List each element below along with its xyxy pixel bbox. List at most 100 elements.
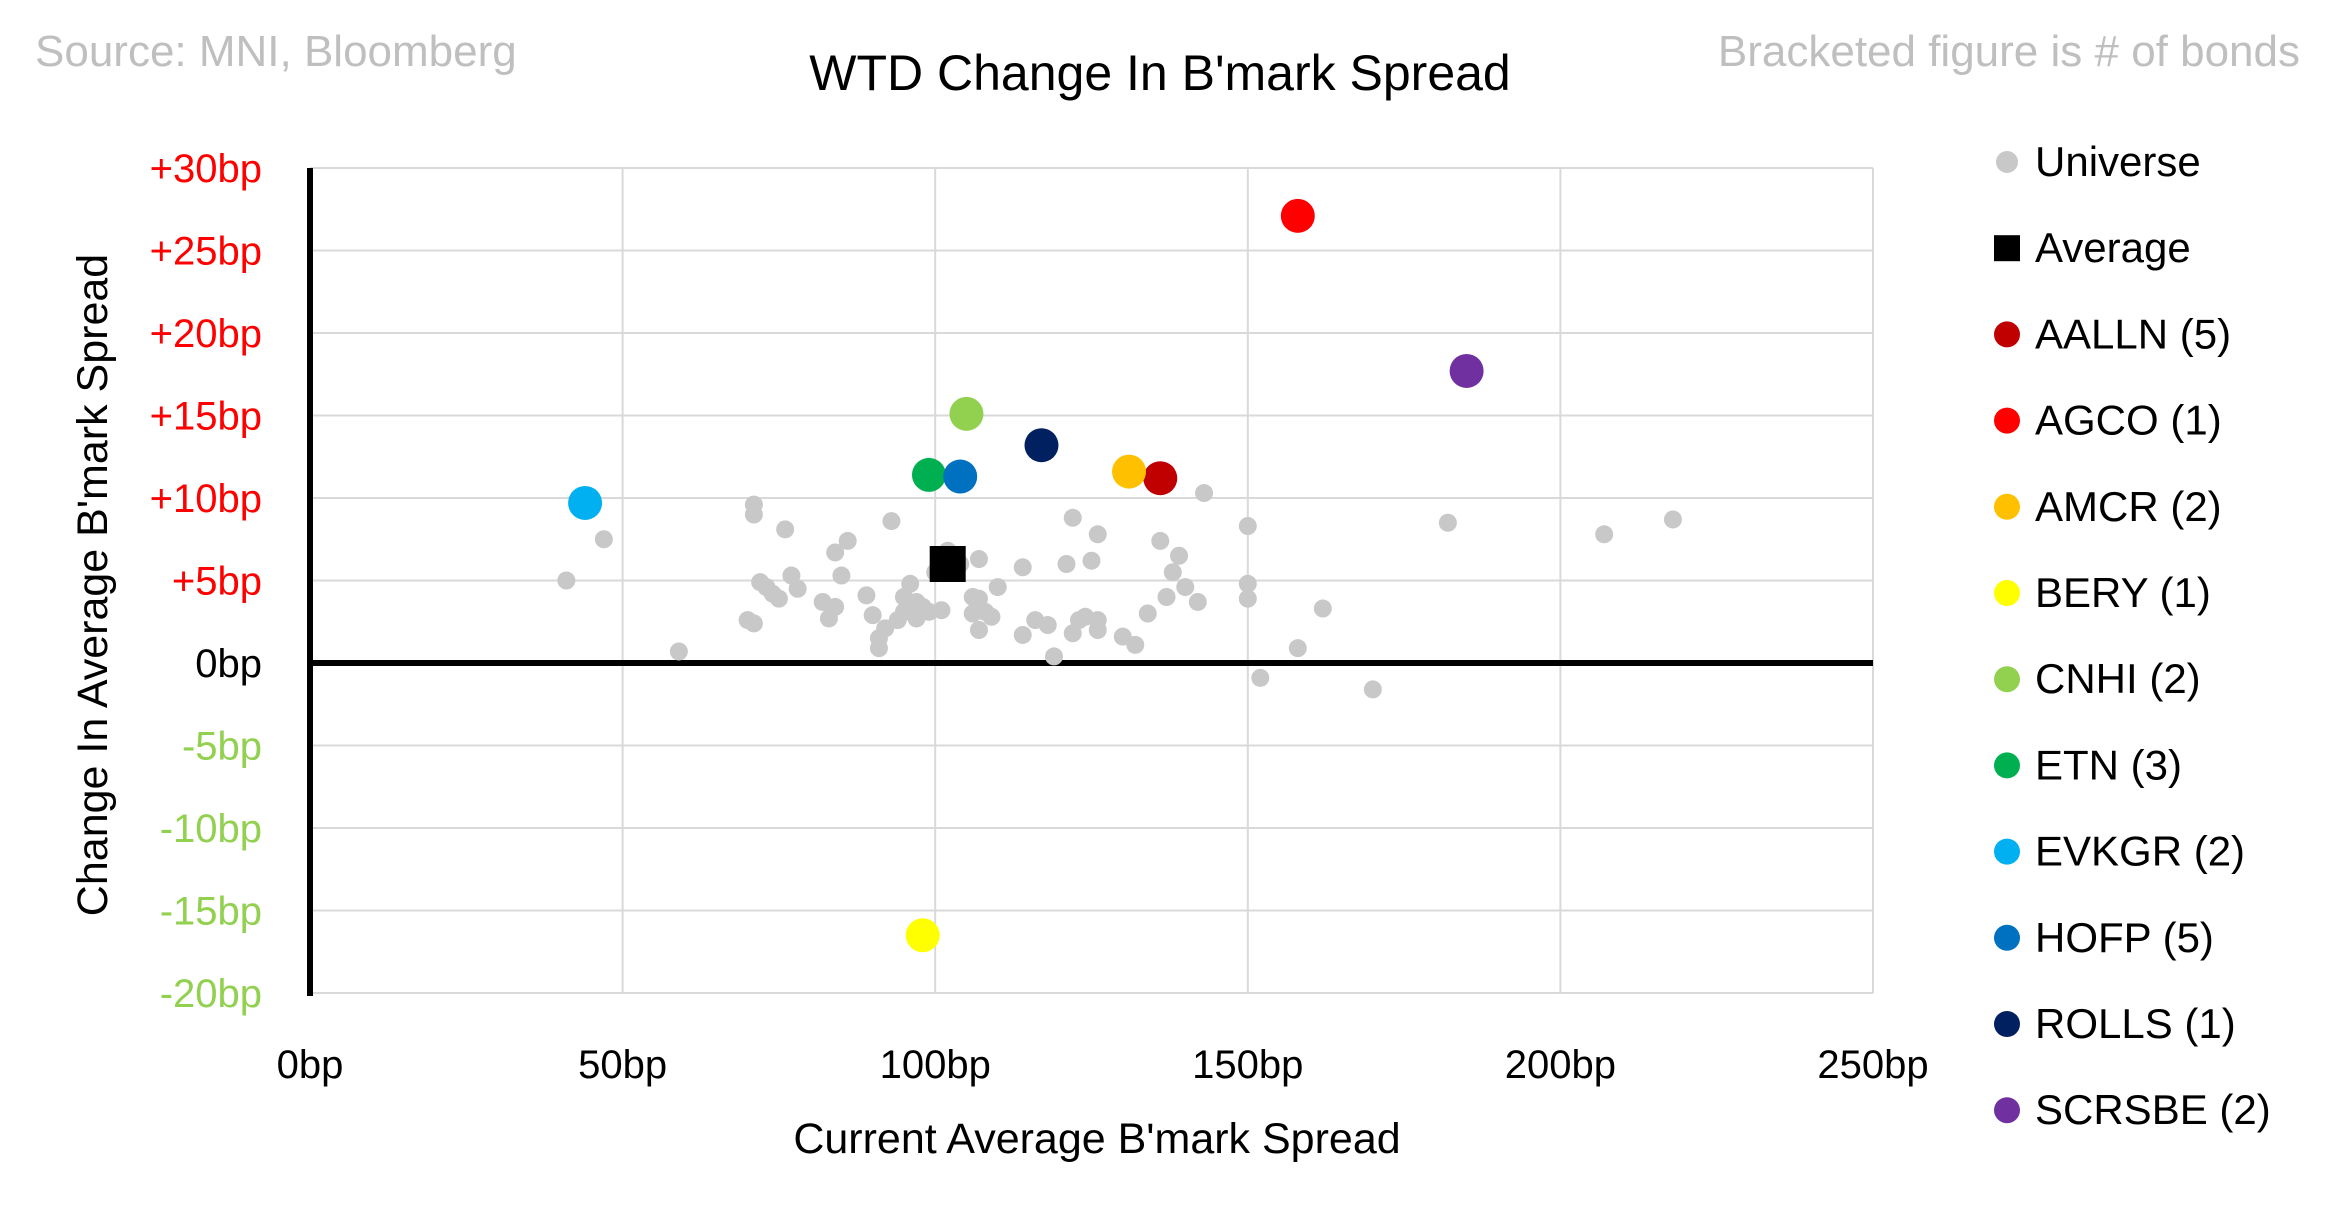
legend-agco-label: AGCO (1) — [2035, 397, 2222, 444]
point-universe — [826, 543, 845, 562]
x-axis-title: Current Average B'mark Spread — [793, 1115, 1400, 1163]
point-universe — [1595, 525, 1614, 544]
tick-labels: +30bp +25bp +20bp +15bp +10bp +5bp 0bp -5bp -10b… — [150, 147, 1929, 1087]
point-universe — [1663, 510, 1682, 529]
y-tick-label: +5bp — [172, 560, 262, 604]
y-tick-label: -5bp — [182, 725, 262, 769]
legend-average-label: Average — [2035, 224, 2191, 271]
x-tick-label: 100bp — [880, 1043, 991, 1087]
source-note: Source: MNI, Bloomberg — [35, 27, 517, 76]
point-universe — [1238, 589, 1257, 608]
point-universe — [901, 574, 920, 593]
gridlines — [310, 167, 1874, 994]
y-tick-label: -15bp — [160, 890, 262, 934]
point-universe — [1057, 555, 1076, 573]
point-universe — [826, 597, 845, 616]
point-universe — [557, 571, 576, 590]
legend-bery-marker — [1994, 580, 2020, 606]
point-universe — [1082, 551, 1101, 570]
point-universe — [1288, 639, 1307, 658]
legend-universe-label: Universe — [2035, 138, 2201, 185]
x-tick-label: 50bp — [578, 1043, 667, 1087]
point-rolls — [1024, 428, 1059, 463]
point-universe — [1151, 531, 1170, 550]
legend-amcr-marker — [1994, 493, 2020, 520]
y-tick-label: +20bp — [150, 312, 262, 356]
y-tick-label: +10bp — [150, 477, 262, 521]
point-universe — [932, 601, 951, 620]
point-universe — [1170, 546, 1189, 565]
point-universe — [857, 586, 876, 605]
legend-etn-label: ETN (3) — [2035, 741, 2182, 788]
x-tick-label: 200bp — [1505, 1043, 1616, 1087]
point-etn — [911, 457, 946, 492]
legend-scrsbe-label: SCRSBE (2) — [2035, 1086, 2271, 1133]
point-universe — [1126, 635, 1145, 654]
point-universe — [882, 512, 901, 531]
point-universe — [988, 578, 1007, 597]
point-universe — [744, 614, 763, 633]
point-evkgr — [568, 485, 603, 520]
legend-bery-label: BERY (1) — [2035, 569, 2211, 616]
point-universe — [1088, 525, 1107, 544]
point-universe — [1363, 680, 1382, 699]
y-tick-label: +25bp — [150, 230, 262, 274]
point-universe — [1195, 484, 1214, 503]
y-tick-label: -20bp — [160, 972, 262, 1016]
point-universe — [1238, 517, 1257, 536]
point-universe — [1163, 563, 1182, 582]
point-universe — [1038, 616, 1057, 635]
legend-etn-marker — [1994, 752, 2020, 779]
point-universe — [594, 530, 613, 549]
point-universe — [1313, 599, 1332, 618]
point-aalln — [1143, 461, 1178, 496]
point-universe — [982, 607, 1001, 626]
legend-rolls-marker — [1994, 1011, 2020, 1037]
y-tick-label: +30bp — [150, 147, 262, 191]
point-universe — [769, 589, 788, 608]
x-tick-label: 0bp — [277, 1043, 344, 1087]
point-hofp — [943, 459, 978, 494]
point-universe — [1157, 588, 1176, 606]
y-axis-title: Change In Average B'mark Spread — [69, 254, 117, 916]
point-universe — [776, 520, 795, 539]
legend-hofp-marker — [1994, 924, 2020, 951]
legend-average-marker — [1994, 235, 2020, 262]
point-universe — [1251, 668, 1270, 687]
x-tick-label: 250bp — [1817, 1043, 1928, 1087]
legend-cnhi-marker — [1994, 666, 2020, 693]
legend-universe-marker — [1996, 151, 2018, 173]
legend-evkgr-marker — [1994, 838, 2020, 865]
legend-cnhi-label: CNHI (2) — [2035, 655, 2201, 702]
point-bery — [905, 918, 940, 953]
point-universe — [669, 642, 688, 661]
legend-hofp-label: HOFP (5) — [2035, 914, 2214, 961]
point-average — [929, 546, 966, 582]
y-tick-label: 0bp — [195, 642, 262, 686]
point-universe — [1438, 513, 1457, 532]
point-universe — [1176, 578, 1195, 597]
legend-aalln-label: AALLN (5) — [2035, 310, 2231, 357]
point-universe — [1063, 508, 1082, 527]
point-scrsbe — [1449, 353, 1484, 388]
bonds-note: Bracketed figure is # of bonds — [1718, 27, 2300, 76]
point-universe — [788, 579, 807, 598]
point-universe — [832, 566, 851, 585]
point-universe — [744, 505, 763, 524]
point-universe — [863, 606, 882, 625]
legend-scrsbe-marker — [1994, 1097, 2020, 1124]
axes — [307, 168, 1873, 996]
legend-rolls-label: ROLLS (1) — [2035, 1000, 2236, 1047]
legend-aalln-marker — [1994, 321, 2020, 348]
point-cnhi — [949, 396, 984, 431]
point-universe — [1188, 592, 1207, 611]
x-tick-label: 150bp — [1192, 1043, 1303, 1087]
legend: Universe Average AALLN (5) AGCO (1) AMCR (2)… — [1994, 138, 2271, 1133]
point-universe — [1013, 625, 1032, 644]
point-universe — [1044, 647, 1063, 666]
point-universe — [1088, 621, 1107, 639]
point-universe — [969, 550, 988, 569]
point-universe — [838, 531, 857, 550]
point-amcr — [1112, 454, 1147, 489]
